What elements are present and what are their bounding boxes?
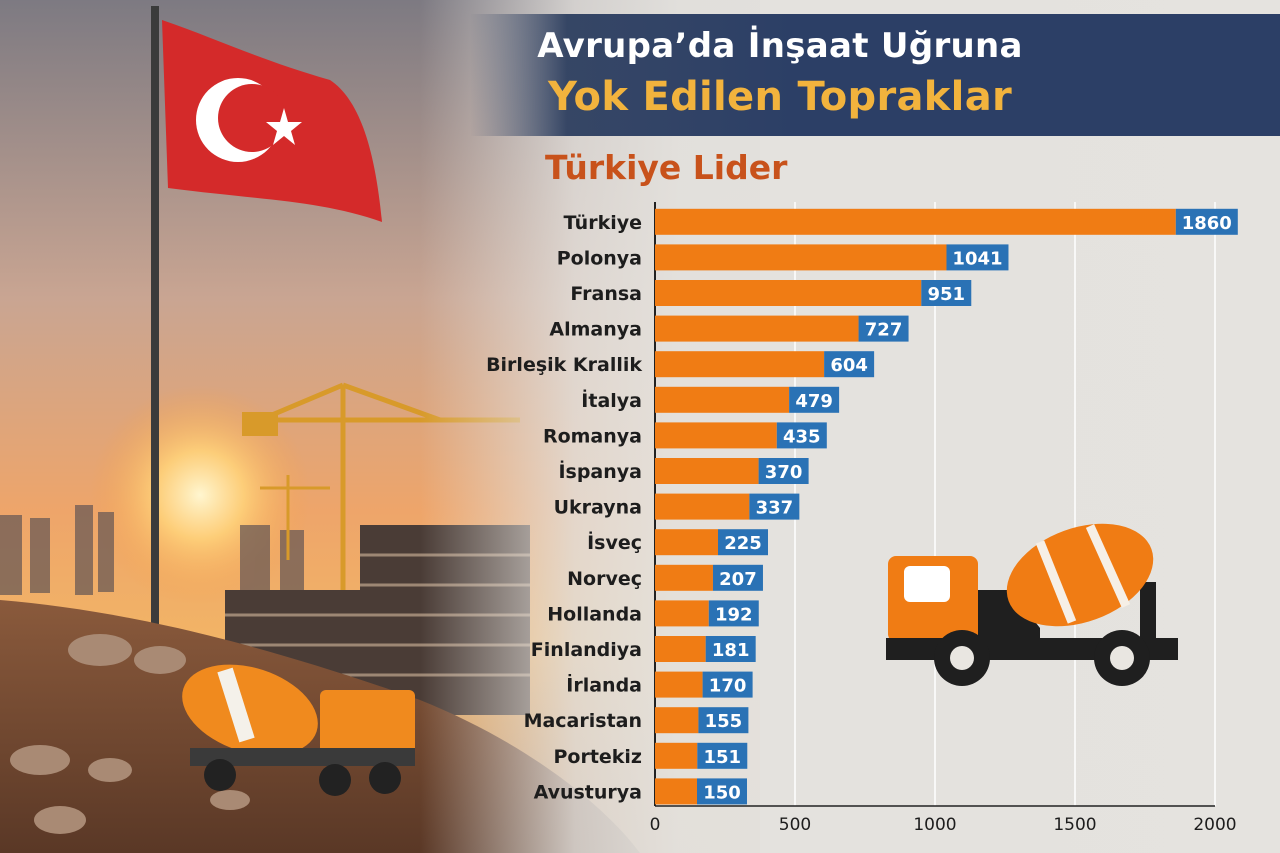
category-label: Romanya bbox=[543, 425, 642, 447]
page-title-line2: Yok Edilen Topraklar bbox=[547, 74, 1013, 120]
value-badge bbox=[758, 458, 809, 484]
data-label: 1041 bbox=[952, 248, 1002, 269]
bar bbox=[655, 493, 750, 520]
category-label: İsveç bbox=[587, 530, 642, 554]
value-badge bbox=[776, 422, 827, 449]
x-tick-label: 2000 bbox=[1193, 815, 1236, 835]
x-tick-label: 1000 bbox=[913, 815, 956, 835]
value-badge bbox=[718, 529, 768, 556]
category-label: Polonya bbox=[557, 247, 642, 269]
turkish-flag-icon bbox=[151, 6, 382, 626]
bar bbox=[655, 707, 699, 734]
bar bbox=[655, 636, 706, 662]
title-band bbox=[470, 14, 1280, 136]
data-label: 604 bbox=[830, 355, 868, 376]
bar bbox=[655, 458, 759, 484]
bar bbox=[655, 422, 777, 449]
category-label: Ukrayna bbox=[554, 497, 642, 519]
value-badge bbox=[858, 315, 909, 342]
value-badge bbox=[749, 493, 800, 520]
data-label: 435 bbox=[783, 426, 821, 447]
category-label: Avusturya bbox=[534, 781, 642, 803]
value-badge bbox=[697, 742, 748, 769]
bar bbox=[655, 778, 697, 805]
category-label: Norveç bbox=[567, 568, 642, 590]
category-label: İrlanda bbox=[566, 673, 642, 697]
bar bbox=[655, 280, 922, 306]
value-badge bbox=[702, 671, 753, 698]
page-title-line1: Avrupa’da İnşaat Uğruna bbox=[537, 26, 1023, 66]
category-label: Türkiye bbox=[564, 212, 642, 234]
bar bbox=[655, 600, 709, 627]
data-label: 337 bbox=[756, 498, 794, 519]
chart-subtitle: Türkiye Lider bbox=[545, 148, 788, 187]
data-label: 150 bbox=[703, 782, 741, 803]
data-label: 181 bbox=[712, 640, 750, 661]
x-tick-label: 0 bbox=[650, 815, 661, 835]
category-label: Hollanda bbox=[547, 603, 642, 625]
data-label: 192 bbox=[715, 604, 753, 625]
value-badge bbox=[946, 244, 1009, 271]
bar bbox=[655, 244, 947, 271]
value-badge bbox=[698, 707, 749, 734]
bar bbox=[655, 208, 1176, 235]
data-label: 151 bbox=[703, 747, 741, 768]
value-badge bbox=[789, 386, 840, 413]
data-label: 170 bbox=[709, 676, 747, 697]
value-badge bbox=[1175, 208, 1238, 235]
concrete-mixer-truck-icon bbox=[886, 523, 1178, 686]
data-label: 1860 bbox=[1182, 213, 1232, 234]
x-tick-label: 1500 bbox=[1053, 815, 1096, 835]
category-label: Fransa bbox=[570, 283, 642, 305]
chart-x-ticks: 0 500 1000 1500 2000 bbox=[650, 815, 1237, 835]
category-label: İtalya bbox=[581, 388, 642, 412]
category-label: Birleşik Krallik bbox=[486, 354, 642, 376]
bar bbox=[655, 529, 718, 556]
category-label: Finlandiya bbox=[531, 639, 642, 661]
data-label: 370 bbox=[765, 462, 803, 483]
data-label: 155 bbox=[705, 711, 743, 732]
value-badge bbox=[705, 636, 756, 662]
data-label: 479 bbox=[795, 391, 833, 412]
photo-mixer-truck-icon bbox=[182, 664, 415, 796]
bar bbox=[655, 386, 790, 413]
bar bbox=[655, 564, 713, 591]
data-label: 225 bbox=[724, 533, 762, 554]
value-badge bbox=[712, 564, 763, 591]
value-badge bbox=[697, 778, 747, 805]
bar bbox=[655, 742, 698, 769]
category-label: Almanya bbox=[549, 319, 642, 341]
x-tick-label: 500 bbox=[779, 815, 811, 835]
chart-bars: Türkiye 1860 Polonya 1041 Fransa 951 Almanya 72… bbox=[486, 208, 1238, 805]
data-label: 951 bbox=[927, 284, 965, 305]
value-badge bbox=[824, 351, 875, 378]
bar bbox=[655, 671, 703, 698]
bar bbox=[655, 315, 859, 342]
data-label: 727 bbox=[865, 320, 903, 341]
category-label: İspanya bbox=[558, 459, 642, 483]
value-badge bbox=[708, 600, 759, 627]
bar bbox=[655, 351, 825, 378]
value-badge bbox=[921, 280, 972, 306]
chart-panel-background bbox=[420, 0, 1280, 853]
category-label: Macaristan bbox=[524, 710, 642, 732]
category-label: Portekiz bbox=[553, 746, 642, 768]
data-label: 207 bbox=[719, 569, 757, 590]
